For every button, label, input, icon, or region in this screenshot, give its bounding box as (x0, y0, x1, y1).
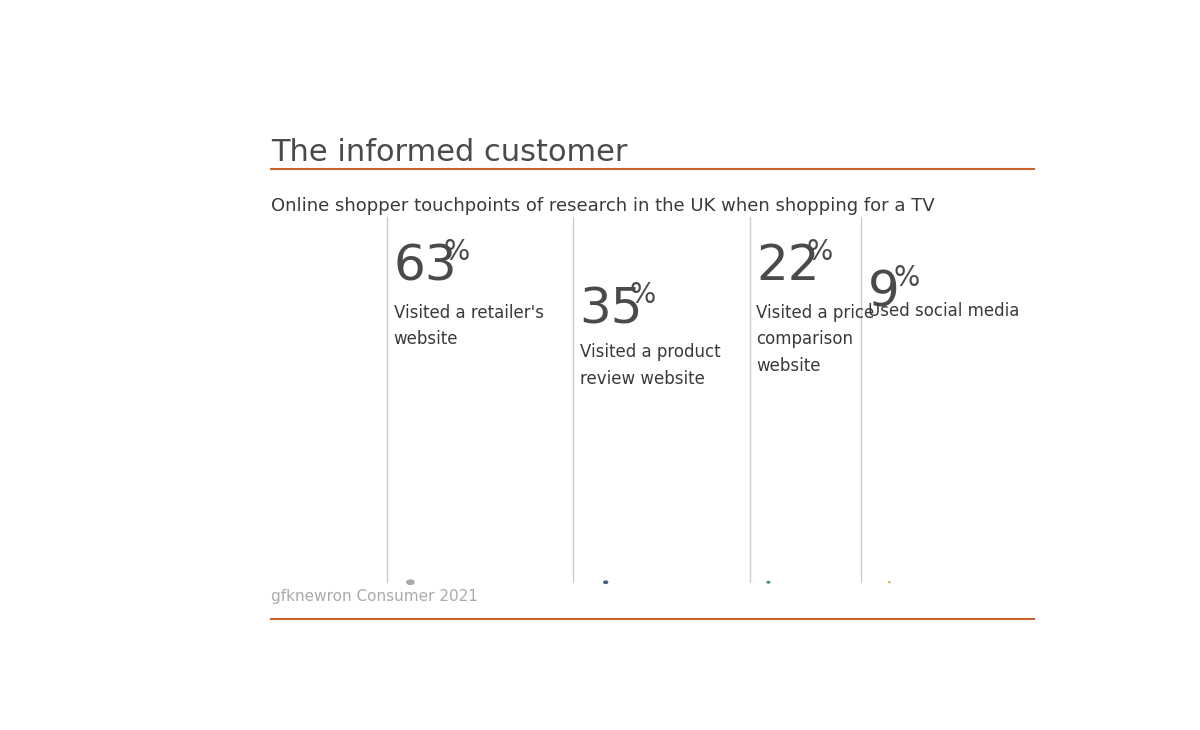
Text: Visited a product
review website: Visited a product review website (580, 343, 720, 388)
Text: Used social media: Used social media (868, 302, 1019, 320)
Text: gfknewron Consumer 2021: gfknewron Consumer 2021 (271, 589, 478, 604)
Text: Online shopper touchpoints of research in the UK when shopping for a TV: Online shopper touchpoints of research i… (271, 197, 935, 215)
Text: The informed customer: The informed customer (271, 138, 628, 167)
Circle shape (407, 580, 414, 585)
Circle shape (767, 582, 769, 583)
Text: 22: 22 (756, 242, 820, 291)
Text: 35: 35 (580, 285, 643, 334)
Text: %: % (893, 264, 919, 292)
Text: %: % (806, 238, 833, 266)
Text: 9: 9 (868, 269, 900, 317)
Text: Visited a price
comparison
website: Visited a price comparison website (756, 304, 875, 374)
Text: 63: 63 (394, 242, 457, 291)
Text: Visited a retailer's
website: Visited a retailer's website (394, 304, 544, 348)
Text: %: % (630, 281, 656, 309)
Text: %: % (444, 238, 470, 266)
Circle shape (604, 581, 607, 583)
